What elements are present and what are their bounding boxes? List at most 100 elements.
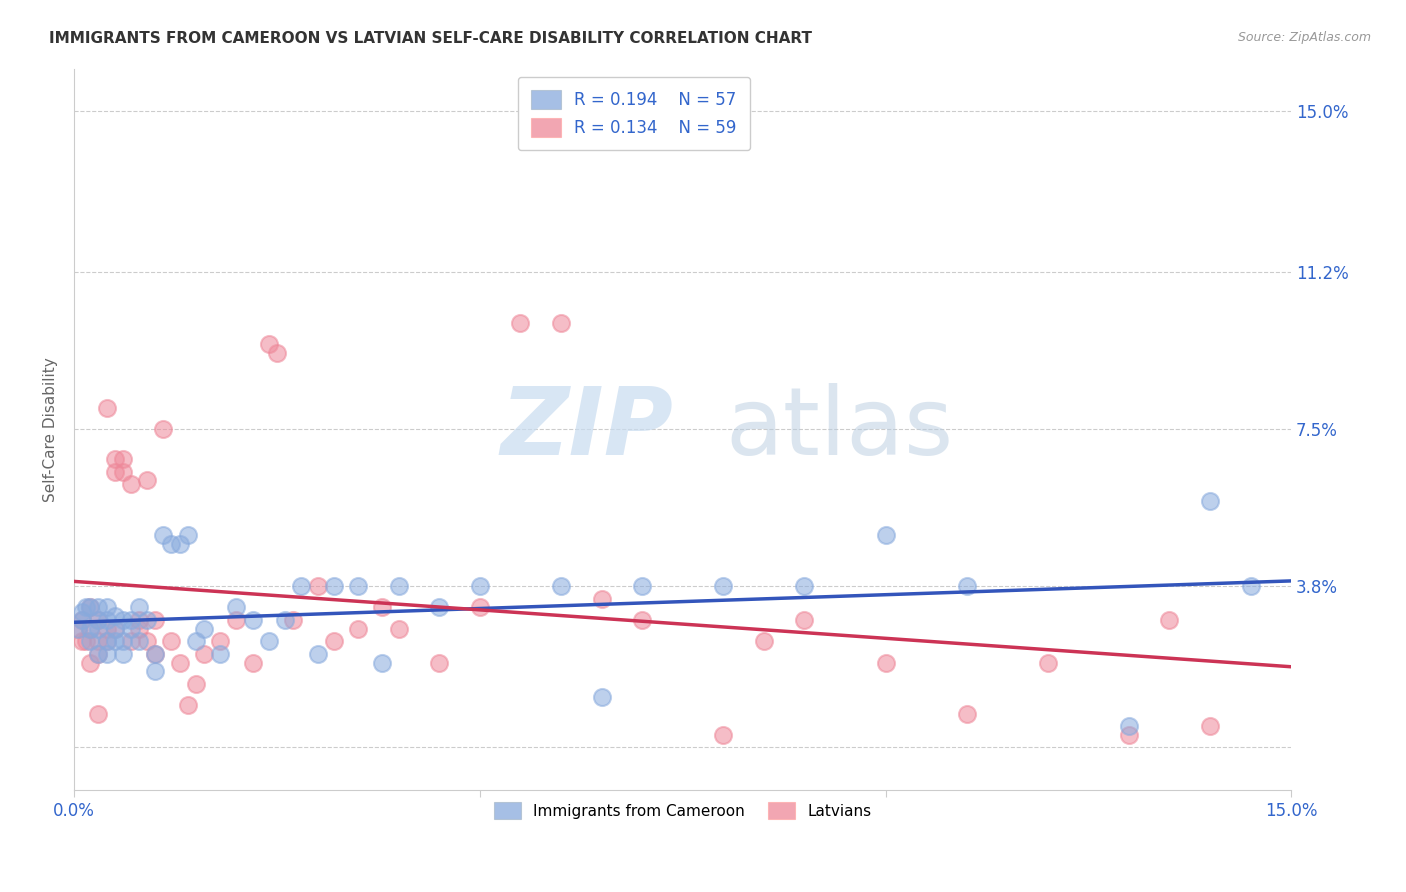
Point xyxy=(631,613,654,627)
Point xyxy=(388,579,411,593)
Point xyxy=(120,477,142,491)
Point xyxy=(104,451,127,466)
Point xyxy=(468,579,491,593)
Point xyxy=(509,316,531,330)
Point xyxy=(120,613,142,627)
Point xyxy=(75,600,97,615)
Point xyxy=(322,579,344,593)
Point xyxy=(104,609,127,624)
Point xyxy=(160,634,183,648)
Point xyxy=(67,622,90,636)
Point xyxy=(152,528,174,542)
Point xyxy=(128,613,150,627)
Point xyxy=(87,622,110,636)
Point xyxy=(87,634,110,648)
Point xyxy=(631,579,654,593)
Point xyxy=(136,634,159,648)
Point xyxy=(283,613,305,627)
Point xyxy=(143,613,166,627)
Point xyxy=(104,634,127,648)
Point xyxy=(87,647,110,661)
Point xyxy=(550,316,572,330)
Point xyxy=(143,647,166,661)
Point xyxy=(257,337,280,351)
Point xyxy=(79,634,101,648)
Point xyxy=(875,528,897,542)
Point xyxy=(79,600,101,615)
Point xyxy=(371,600,394,615)
Point xyxy=(875,656,897,670)
Point xyxy=(176,698,198,712)
Point xyxy=(242,656,264,670)
Point xyxy=(956,579,979,593)
Point xyxy=(96,613,118,627)
Point xyxy=(128,622,150,636)
Point xyxy=(120,634,142,648)
Point xyxy=(184,677,207,691)
Point xyxy=(152,422,174,436)
Text: IMMIGRANTS FROM CAMEROON VS LATVIAN SELF-CARE DISABILITY CORRELATION CHART: IMMIGRANTS FROM CAMEROON VS LATVIAN SELF… xyxy=(49,31,813,46)
Point xyxy=(266,346,288,360)
Point xyxy=(242,613,264,627)
Text: ZIP: ZIP xyxy=(501,384,673,475)
Point xyxy=(143,664,166,678)
Point xyxy=(209,634,232,648)
Point xyxy=(120,622,142,636)
Point xyxy=(70,634,93,648)
Point xyxy=(96,634,118,648)
Point xyxy=(67,622,90,636)
Point xyxy=(550,579,572,593)
Point xyxy=(193,647,215,661)
Point xyxy=(70,605,93,619)
Point xyxy=(347,579,370,593)
Point xyxy=(111,647,134,661)
Point xyxy=(111,634,134,648)
Point xyxy=(79,622,101,636)
Point xyxy=(111,451,134,466)
Point xyxy=(104,465,127,479)
Point xyxy=(322,634,344,648)
Point xyxy=(209,647,232,661)
Point xyxy=(111,465,134,479)
Point xyxy=(160,537,183,551)
Point xyxy=(169,537,191,551)
Point xyxy=(347,622,370,636)
Point xyxy=(79,656,101,670)
Point xyxy=(75,634,97,648)
Point xyxy=(96,622,118,636)
Point xyxy=(79,622,101,636)
Text: atlas: atlas xyxy=(725,384,953,475)
Point xyxy=(591,690,613,704)
Point xyxy=(1199,494,1222,508)
Point xyxy=(257,634,280,648)
Point xyxy=(70,613,93,627)
Point xyxy=(176,528,198,542)
Point xyxy=(169,656,191,670)
Point xyxy=(104,622,127,636)
Point xyxy=(711,579,734,593)
Point xyxy=(1159,613,1181,627)
Point xyxy=(752,634,775,648)
Point xyxy=(956,706,979,721)
Point xyxy=(225,600,247,615)
Point xyxy=(274,613,297,627)
Point xyxy=(111,613,134,627)
Point xyxy=(1240,579,1263,593)
Point xyxy=(225,613,247,627)
Point xyxy=(87,647,110,661)
Point xyxy=(143,647,166,661)
Point xyxy=(96,647,118,661)
Y-axis label: Self-Care Disability: Self-Care Disability xyxy=(44,357,58,501)
Point xyxy=(1118,719,1140,733)
Point xyxy=(711,728,734,742)
Point xyxy=(104,622,127,636)
Point xyxy=(388,622,411,636)
Legend: Immigrants from Cameroon, Latvians: Immigrants from Cameroon, Latvians xyxy=(488,796,877,826)
Point xyxy=(193,622,215,636)
Point xyxy=(1036,656,1059,670)
Point xyxy=(184,634,207,648)
Point xyxy=(468,600,491,615)
Point xyxy=(793,579,815,593)
Point xyxy=(427,600,450,615)
Point xyxy=(79,600,101,615)
